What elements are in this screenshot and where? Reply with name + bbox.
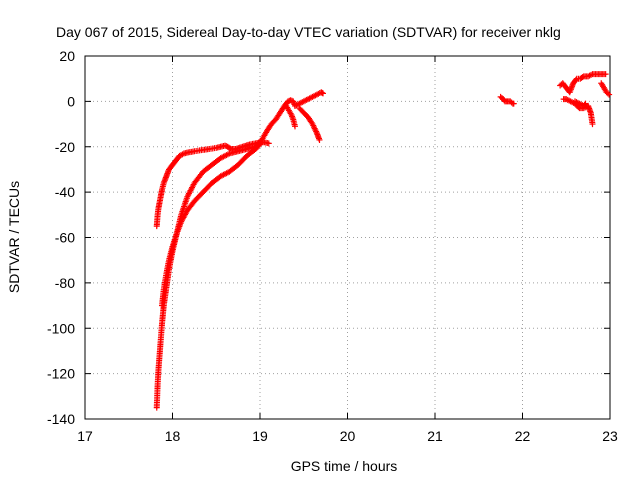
chart-title: Day 067 of 2015, Sidereal Day-to-day VTE… — [56, 24, 561, 40]
x-tick-label: 19 — [252, 428, 268, 444]
y-axis-title: SDTVAR / TECUs — [6, 181, 22, 293]
y-tick-label: -80 — [55, 275, 75, 291]
series-arc-3 — [159, 139, 265, 309]
data-point — [320, 90, 326, 97]
x-tick-label: 21 — [427, 428, 443, 444]
data-point — [589, 121, 596, 128]
series-arc-10 — [572, 98, 589, 109]
series-arc-1 — [153, 139, 272, 230]
y-tick-label: -60 — [55, 230, 75, 246]
data-point — [257, 140, 264, 147]
y-tick-label: -20 — [55, 139, 75, 155]
data-point — [604, 90, 611, 97]
series-arc-7 — [497, 93, 517, 107]
data-point — [510, 100, 517, 107]
data-point — [316, 136, 323, 143]
data-point — [258, 139, 265, 146]
y-tick-label: -100 — [47, 320, 75, 336]
y-tick-label: -40 — [55, 184, 75, 200]
x-axis-title: GPS time / hours — [291, 458, 398, 474]
y-tick-label: 20 — [59, 48, 75, 64]
data-point — [226, 145, 233, 152]
x-tick-label: 22 — [515, 428, 531, 444]
series-arc-5 — [292, 89, 326, 109]
y-tick-labels: 20 0 -20 -40 -60 -80 -100 -120 -140 — [47, 48, 75, 427]
series-arc-8 — [557, 71, 609, 96]
x-tick-label: 20 — [340, 428, 356, 444]
data-point — [602, 71, 609, 78]
series-arc-11 — [598, 80, 613, 98]
x-tick-label: 17 — [77, 428, 93, 444]
series-arc-6 — [296, 105, 323, 143]
x-tick-label: 23 — [602, 428, 618, 444]
y-tick-label: 0 — [67, 93, 75, 109]
data-point — [581, 101, 588, 108]
y-tick-label: -120 — [47, 366, 75, 382]
grid-layer — [85, 56, 610, 419]
data-marks — [153, 71, 613, 411]
plot-frame — [84, 55, 611, 420]
x-tick-label: 18 — [165, 428, 181, 444]
x-tick-labels: 17 18 19 20 21 22 23 — [77, 428, 618, 444]
y-tick-label: -140 — [47, 411, 75, 427]
series-arc-4 — [283, 102, 298, 130]
data-point — [606, 91, 613, 98]
data-point — [572, 76, 579, 83]
data-point — [292, 123, 298, 130]
data-point — [265, 140, 272, 147]
data-point — [579, 74, 586, 81]
data-point — [582, 100, 589, 107]
